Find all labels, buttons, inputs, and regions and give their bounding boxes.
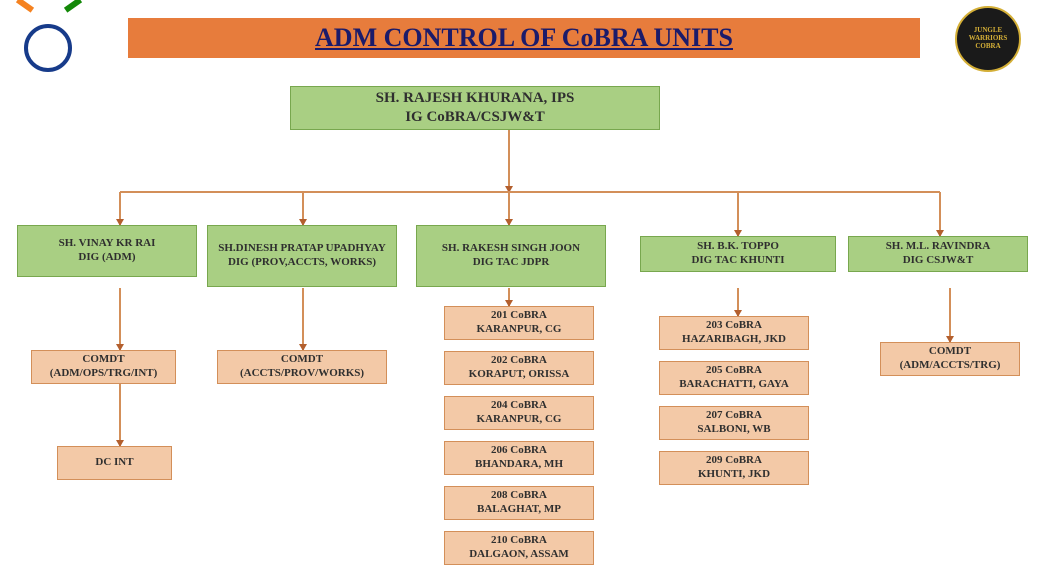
box-line2: BARACHATTI, GAYA bbox=[679, 378, 789, 392]
box-line2: DIG (ADM) bbox=[78, 251, 135, 265]
box-line1: SH. VINAY KR RAI bbox=[59, 237, 156, 251]
box-line2: HAZARIBAGH, JKD bbox=[682, 333, 786, 347]
unit-node: 206 CoBRABHANDARA, MH bbox=[444, 441, 594, 475]
dig-node: SH. M.L. RAVINDRADIG CSJW&T bbox=[848, 236, 1028, 272]
unit-node: 205 CoBRABARACHATTI, GAYA bbox=[659, 361, 809, 395]
unit-node: 201 CoBRAKARANPUR, CG bbox=[444, 306, 594, 340]
unit-node: 204 CoBRAKARANPUR, CG bbox=[444, 396, 594, 430]
box-line1: COMDT bbox=[281, 353, 323, 367]
connector-v bbox=[119, 384, 121, 446]
box-line2: (ACCTS/PROV/WORKS) bbox=[240, 367, 364, 381]
box-line2: DIG (PROV,ACCTS, WORKS) bbox=[228, 256, 376, 270]
box-line1: SH.DINESH PRATAP UPADHYAY bbox=[218, 242, 386, 256]
box-line1: 209 CoBRA bbox=[706, 454, 762, 468]
box-line1: 205 CoBRA bbox=[706, 364, 762, 378]
unit-node: 210 CoBRADALGAON, ASSAM bbox=[444, 531, 594, 565]
page-title: ADM CONTROL OF CoBRA UNITS bbox=[128, 18, 920, 58]
box-line2: KHUNTI, JKD bbox=[698, 468, 770, 482]
box-line2: DALGAON, ASSAM bbox=[469, 548, 569, 562]
box-line1: 204 CoBRA bbox=[491, 399, 547, 413]
box-line2: DIG CSJW&T bbox=[903, 254, 974, 268]
dig-node: SH. B.K. TOPPODIG TAC KHUNTI bbox=[640, 236, 836, 272]
crpf-emblem bbox=[14, 6, 84, 76]
box-line2: (ADM/OPS/TRG/INT) bbox=[50, 367, 158, 381]
box-line2: BHANDARA, MH bbox=[475, 458, 563, 472]
unit-node: 208 CoBRABALAGHAT, MP bbox=[444, 486, 594, 520]
box-line1: SH. RAKESH SINGH JOON bbox=[442, 242, 580, 256]
unit-node: 202 CoBRAKORAPUT, ORISSA bbox=[444, 351, 594, 385]
box-line2: KARANPUR, CG bbox=[477, 413, 562, 427]
dig-node: SH. RAKESH SINGH JOONDIG TAC JDPR bbox=[416, 225, 606, 287]
box-line2: KARANPUR, CG bbox=[477, 323, 562, 337]
unit-node: 203 CoBRAHAZARIBAGH, JKD bbox=[659, 316, 809, 350]
unit-node: 207 CoBRASALBONI, WB bbox=[659, 406, 809, 440]
cobra-emblem-text: JUNGLE WARRIORS COBRA bbox=[957, 27, 1019, 50]
box-line1: 208 CoBRA bbox=[491, 489, 547, 503]
box-line1: 207 CoBRA bbox=[706, 409, 762, 423]
box-line1: COMDT bbox=[929, 345, 971, 359]
box-line2: DIG TAC KHUNTI bbox=[691, 254, 784, 268]
unit-node: COMDT(ADM/ACCTS/TRG) bbox=[880, 342, 1020, 376]
unit-node: COMDT(ADM/OPS/TRG/INT) bbox=[31, 350, 176, 384]
box-line2: (ADM/ACCTS/TRG) bbox=[900, 359, 1001, 373]
box-line2: SALBONI, WB bbox=[697, 423, 770, 437]
cobra-emblem: JUNGLE WARRIORS COBRA bbox=[955, 6, 1021, 72]
connector-v bbox=[302, 288, 304, 350]
connector-v bbox=[949, 288, 951, 342]
connector-v bbox=[508, 130, 510, 192]
box-line1: COMDT bbox=[82, 353, 124, 367]
unit-node: 209 CoBRAKHUNTI, JKD bbox=[659, 451, 809, 485]
box-line1: SH. B.K. TOPPO bbox=[697, 240, 779, 254]
box-line1: SH. M.L. RAVINDRA bbox=[886, 240, 991, 254]
box-line1: DC INT bbox=[95, 456, 133, 470]
root-node: SH. RAJESH KHURANA, IPSIG CoBRA/CSJW&T bbox=[290, 86, 660, 130]
box-line1: 206 CoBRA bbox=[491, 444, 547, 458]
dig-node: SH.DINESH PRATAP UPADHYAYDIG (PROV,ACCTS… bbox=[207, 225, 397, 287]
unit-node: COMDT(ACCTS/PROV/WORKS) bbox=[217, 350, 387, 384]
connector-v bbox=[119, 288, 121, 350]
box-line1: 203 CoBRA bbox=[706, 319, 762, 333]
box-line2: BALAGHAT, MP bbox=[477, 503, 561, 517]
box-line1: 201 CoBRA bbox=[491, 309, 547, 323]
box-line2: IG CoBRA/CSJW&T bbox=[405, 108, 545, 127]
unit-node: DC INT bbox=[57, 446, 172, 480]
dig-node: SH. VINAY KR RAIDIG (ADM) bbox=[17, 225, 197, 277]
box-line2: KORAPUT, ORISSA bbox=[469, 368, 570, 382]
box-line1: 202 CoBRA bbox=[491, 354, 547, 368]
box-line1: SH. RAJESH KHURANA, IPS bbox=[376, 89, 575, 108]
box-line2: DIG TAC JDPR bbox=[473, 256, 550, 270]
page-title-text: ADM CONTROL OF CoBRA UNITS bbox=[315, 23, 733, 53]
connector-h bbox=[120, 191, 940, 193]
box-line1: 210 CoBRA bbox=[491, 534, 547, 548]
